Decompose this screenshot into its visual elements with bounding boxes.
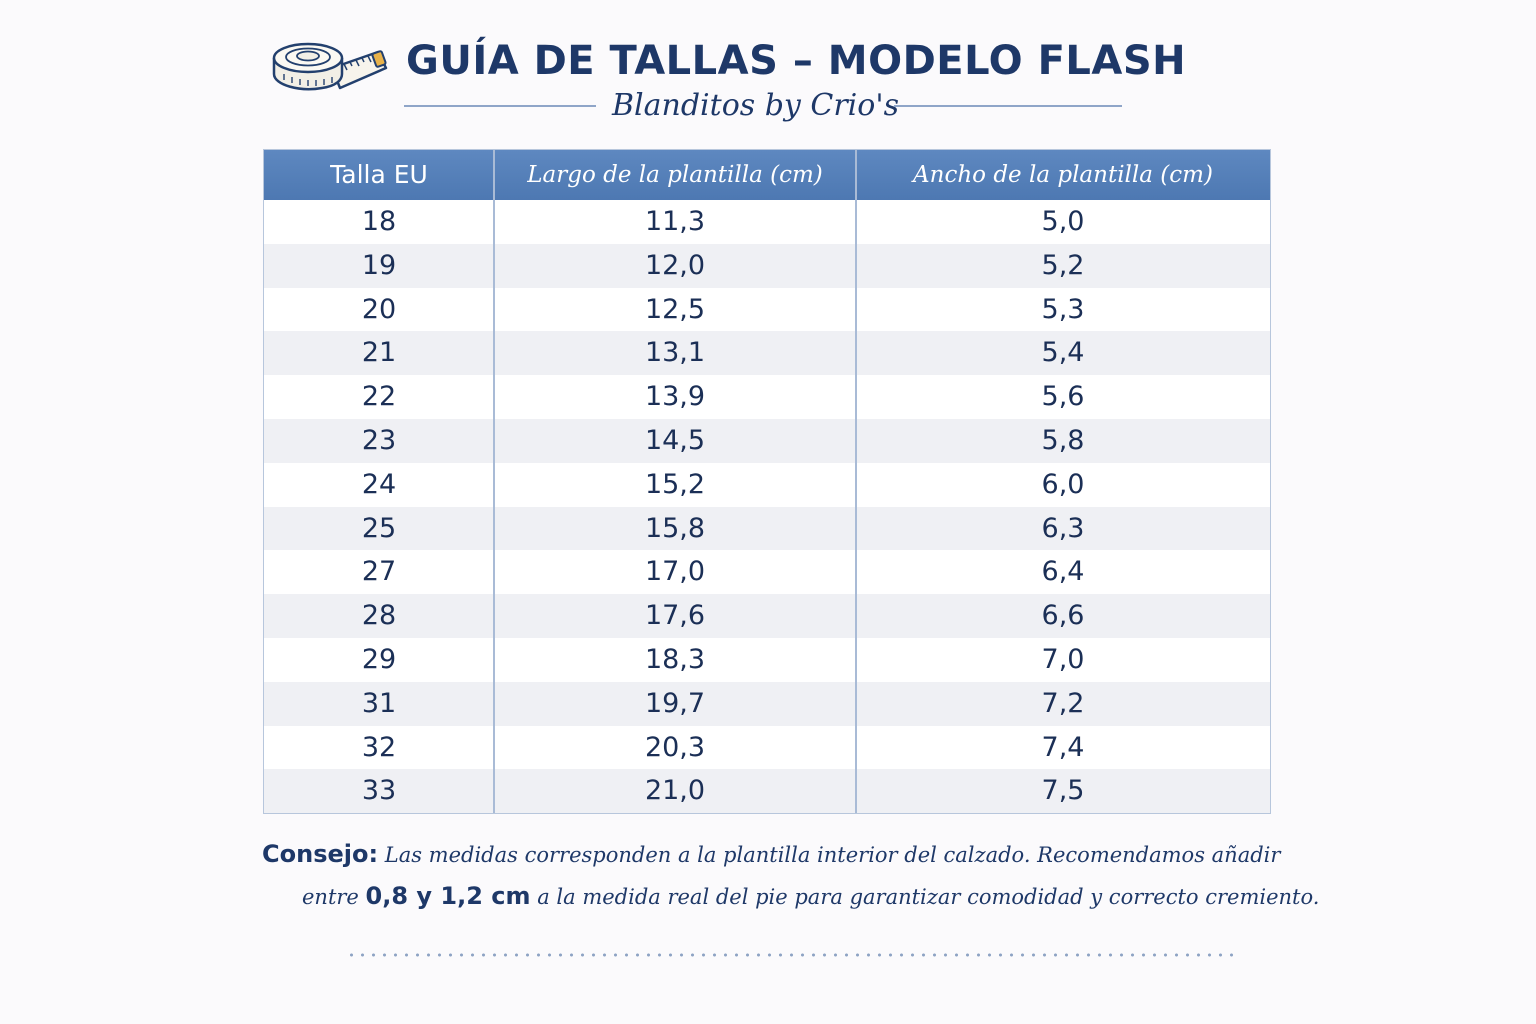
cell-insole-length: 17,6 xyxy=(644,600,706,632)
table-row: 22 13,9 5,6 xyxy=(264,375,1270,419)
cell-insole-width: 6,4 xyxy=(1041,556,1085,588)
cell-insole-width: 5,3 xyxy=(1041,293,1085,325)
table-header: Talla EU Largo de la plantilla (cm) Anch… xyxy=(264,150,1270,200)
cell-insole-width: 6,6 xyxy=(1041,600,1085,632)
table-row: 31 19,7 7,2 xyxy=(264,681,1270,726)
cell-insole-length: 15,8 xyxy=(644,512,706,544)
cell-insole-length: 13,9 xyxy=(644,381,706,413)
table-body: 18 11,3 5,0 19 12,0 5,2 20 12,5 5,3 21 13,1 5,4 22 13… xyxy=(264,200,1270,814)
tip-label: Consejo: xyxy=(262,840,379,868)
tip-range-highlight: 0,8 y 1,2 cm xyxy=(365,882,531,910)
cell-insole-length: 12,0 xyxy=(644,249,706,281)
tip-text-post: a la medida real del pie para garantizar… xyxy=(537,885,1320,909)
cell-insole-length: 12,5 xyxy=(644,293,706,325)
tip-line-2: entre 0,8 y 1,2 cm a la medida real del … xyxy=(302,882,1319,910)
brand-subtitle: Blanditos by Crio's xyxy=(612,88,899,123)
cell-size-eu: 22 xyxy=(361,381,397,413)
table-row: 19 12,0 5,2 xyxy=(264,243,1270,288)
table-row: 28 17,6 6,6 xyxy=(264,594,1270,638)
table-row: 27 17,0 6,4 xyxy=(264,550,1270,594)
cell-size-eu: 23 xyxy=(361,425,397,456)
cell-insole-length: 18,3 xyxy=(644,644,706,675)
cell-insole-width: 5,6 xyxy=(1041,381,1085,413)
table-row: 20 12,5 5,3 xyxy=(264,288,1270,332)
tip-text-pre: entre xyxy=(302,885,359,909)
cell-insole-length: 20,3 xyxy=(644,731,706,763)
cell-insole-length: 21,0 xyxy=(644,775,706,807)
cell-size-eu: 27 xyxy=(361,556,397,588)
table-row: 24 15,2 6,0 xyxy=(264,463,1270,507)
tip-line-1: Consejo: Las medidas corresponden a la p… xyxy=(262,840,1280,868)
cell-insole-width: 5,8 xyxy=(1041,425,1085,456)
cell-insole-length: 13,1 xyxy=(644,337,706,369)
cell-size-eu: 19 xyxy=(361,249,397,281)
cell-insole-width: 5,2 xyxy=(1041,249,1085,281)
measuring-tape-icon xyxy=(272,42,388,91)
cell-insole-width: 7,0 xyxy=(1041,644,1085,675)
cell-size-eu: 32 xyxy=(361,731,397,763)
cell-size-eu: 29 xyxy=(361,644,397,675)
size-table: Talla EU Largo de la plantilla (cm) Anch… xyxy=(263,149,1271,814)
cell-size-eu: 21 xyxy=(361,337,397,369)
subtitle-row: Blanditos by Crio's xyxy=(404,88,1122,128)
table-row: 32 20,3 7,4 xyxy=(264,726,1270,770)
page-header: GUÍA DE TALLAS – MODELO FLASH Blanditos … xyxy=(0,0,1536,140)
cell-insole-width: 5,4 xyxy=(1041,337,1085,369)
cell-size-eu: 33 xyxy=(361,775,397,807)
table-row: 21 13,1 5,4 xyxy=(264,331,1270,376)
cell-size-eu: 20 xyxy=(361,293,397,325)
cell-insole-length: 15,2 xyxy=(644,468,706,500)
column-divider xyxy=(855,150,857,813)
cell-insole-length: 14,5 xyxy=(644,425,706,456)
table-row: 25 15,8 6,3 xyxy=(264,506,1270,551)
column-divider xyxy=(493,150,495,813)
cell-insole-width: 5,0 xyxy=(1041,206,1085,237)
dotted-divider xyxy=(346,952,1240,958)
cell-size-eu: 18 xyxy=(361,206,397,237)
cell-insole-width: 7,5 xyxy=(1041,775,1085,807)
table-row: 33 21,0 7,5 xyxy=(264,769,1270,814)
header-size-eu: Talla EU xyxy=(330,160,428,189)
cell-insole-length: 11,3 xyxy=(644,206,706,237)
header-insole-length: Largo de la plantilla (cm) xyxy=(527,162,823,188)
header-insole-width: Ancho de la plantilla (cm) xyxy=(913,162,1213,188)
page-title: GUÍA DE TALLAS – MODELO FLASH xyxy=(406,38,1187,84)
cell-size-eu: 31 xyxy=(361,687,397,719)
table-row: 29 18,3 7,0 xyxy=(264,638,1270,682)
cell-size-eu: 28 xyxy=(361,600,397,632)
cell-size-eu: 24 xyxy=(361,468,397,500)
subtitle-rule-left xyxy=(404,105,596,107)
table-row: 23 14,5 5,8 xyxy=(264,419,1270,463)
cell-insole-width: 6,3 xyxy=(1041,512,1085,544)
subtitle-rule-right xyxy=(894,105,1122,107)
cell-size-eu: 25 xyxy=(361,512,397,544)
cell-insole-length: 19,7 xyxy=(644,687,706,719)
tip-text: Las medidas corresponden a la plantilla … xyxy=(384,843,1281,867)
cell-insole-length: 17,0 xyxy=(644,556,706,588)
cell-insole-width: 6,0 xyxy=(1041,468,1085,500)
cell-insole-width: 7,4 xyxy=(1041,731,1085,763)
table-row: 18 11,3 5,0 xyxy=(264,200,1270,244)
cell-insole-width: 7,2 xyxy=(1041,687,1085,719)
